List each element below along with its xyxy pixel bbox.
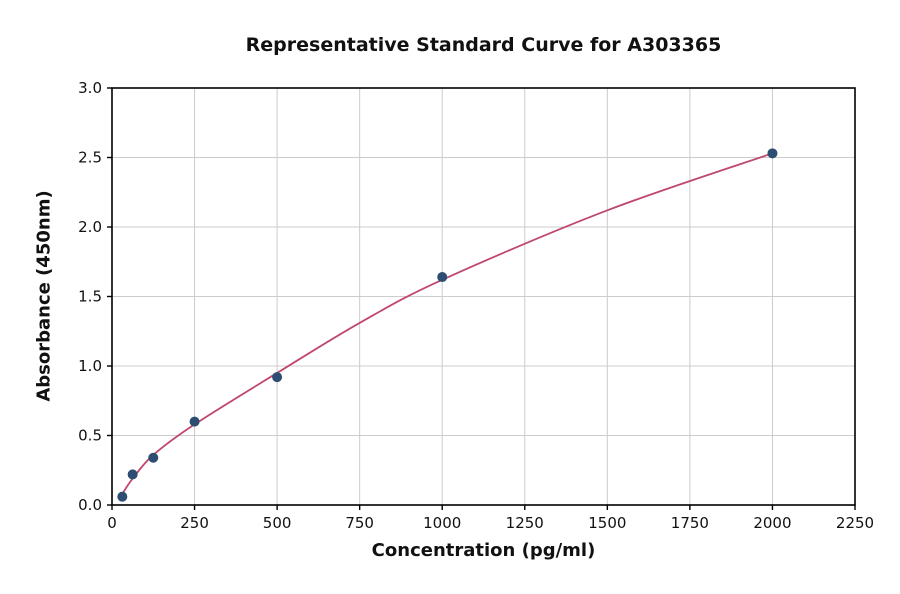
x-tick-label: 1750: [671, 514, 709, 532]
y-tick-label: 0.0: [78, 496, 102, 514]
y-tick-label: 0.5: [78, 427, 102, 445]
data-point: [767, 148, 778, 159]
x-tick-label: 0: [107, 514, 117, 532]
data-point: [148, 452, 159, 463]
data-point: [272, 372, 283, 383]
y-tick-label: 1.0: [78, 357, 102, 375]
chart-title: Representative Standard Curve for A30336…: [245, 34, 722, 56]
x-tick-label: 500: [263, 514, 292, 532]
y-tick-label: 2.5: [78, 149, 102, 167]
x-tick-label: 2000: [753, 514, 791, 532]
data-point: [117, 491, 128, 502]
y-tick-label: 2.0: [78, 218, 102, 236]
x-tick-label: 1000: [423, 514, 461, 532]
x-tick-label: 1250: [506, 514, 544, 532]
data-point: [127, 469, 138, 480]
x-axis-label: Concentration (pg/ml): [371, 540, 596, 561]
data-point: [437, 272, 448, 283]
x-tick-label: 750: [345, 514, 374, 532]
x-tick-label: 250: [180, 514, 209, 532]
x-tick-label: 1500: [588, 514, 626, 532]
fit-curve: [117, 152, 773, 500]
y-tick-label: 3.0: [78, 79, 102, 97]
x-tick-label: 2250: [836, 514, 874, 532]
y-tick-label: 1.5: [78, 288, 102, 306]
data-point: [189, 416, 200, 427]
